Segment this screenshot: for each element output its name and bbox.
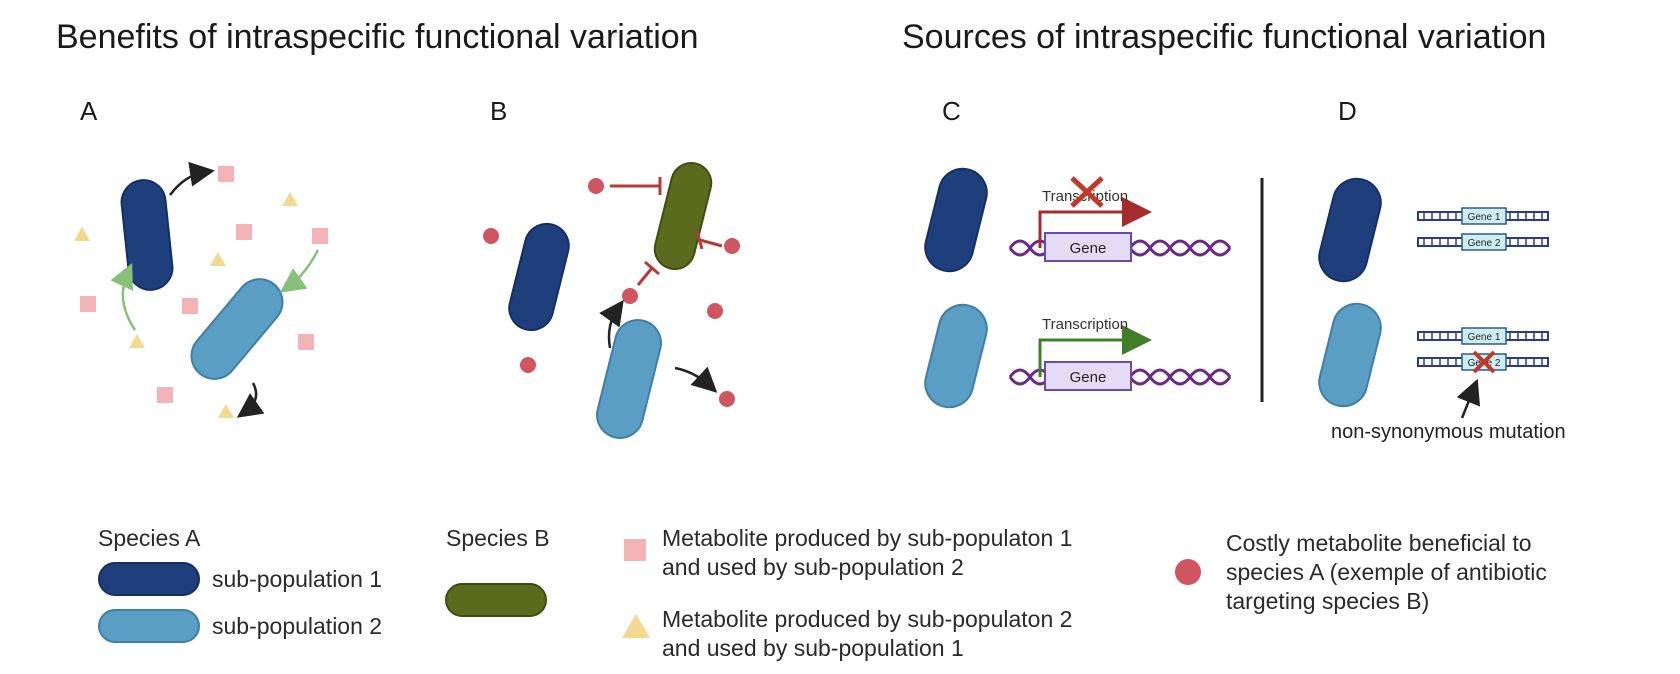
legend-triangle-label: Metabolite produced by sub-populaton 2 a… — [662, 605, 1072, 663]
arrow-icon — [1456, 378, 1481, 419]
legend-sub-pop-1-label: sub-population 1 — [212, 566, 383, 592]
mutation-label: non-synonymous mutation — [1331, 421, 1566, 443]
square-metabolite-icon — [157, 387, 173, 403]
gene-label: Gene — [1070, 369, 1107, 386]
circle-metabolite-icon — [622, 288, 638, 304]
bacterium-sub-pop-1 — [508, 222, 570, 332]
triangle-metabolite-icon — [129, 334, 145, 348]
bacterium-sub-pop-2 — [924, 303, 988, 409]
legend-square-icon — [624, 539, 646, 561]
legend-triangle-line-2: and used by sub-population 1 — [662, 635, 964, 661]
panel-label-d: D — [1338, 96, 1357, 126]
gene2-label: Gene 2 — [1468, 238, 1501, 249]
legend-circle-label: Costly metabolite beneficial to species … — [1226, 529, 1547, 616]
bacterium-sub-pop-1 — [1318, 177, 1382, 283]
legend-species-a-label: Species A — [98, 525, 201, 551]
inhibition-bar — [695, 230, 704, 250]
legend-square-label: Metabolite produced by sub-populaton 1 a… — [662, 524, 1072, 582]
arrow-icon — [599, 299, 624, 349]
legend-swatch-sub-pop-1 — [98, 562, 200, 596]
triangle-metabolite-icon — [74, 227, 90, 241]
arrow-icon — [236, 382, 265, 418]
transcription-label: Transcription — [1042, 316, 1128, 333]
cross-icon — [1070, 176, 1104, 208]
legend-square-line-1: Metabolite produced by sub-populaton 1 — [662, 525, 1073, 551]
legend-swatch-species-b — [445, 583, 547, 617]
legend-sub-pop-2-label: sub-population 2 — [212, 613, 383, 639]
triangle-metabolite-icon — [210, 252, 226, 266]
legend-circle-icon — [1175, 559, 1201, 585]
gene1-label: Gene 1 — [1468, 332, 1501, 343]
legend — [98, 539, 1201, 643]
triangle-metabolite-icon — [282, 192, 298, 206]
panel-label-c: C — [942, 96, 961, 126]
arrow-icon — [169, 161, 215, 196]
inhibition-bar — [644, 260, 660, 276]
circle-metabolite-icon — [520, 357, 536, 373]
square-metabolite-icon — [298, 334, 314, 350]
triangle-metabolite-icon — [218, 404, 234, 418]
square-metabolite-icon — [236, 224, 252, 240]
gene-box — [1461, 233, 1507, 251]
legend-circle-line-1: Costly metabolite beneficial to — [1226, 530, 1532, 556]
panel-d: Gene 1 Gene 2 Gene 1 Gene 2 non-synonymo… — [1318, 177, 1566, 443]
bacterium-species-b — [653, 162, 713, 270]
legend-species-b-label: Species B — [446, 525, 550, 551]
square-metabolite-icon — [218, 166, 234, 182]
transcription-arrow-blocked — [1038, 197, 1152, 248]
gene-pair-bottom: Gene 1 Gene 2 — [1417, 327, 1549, 374]
gene-box — [1461, 207, 1507, 225]
inhibition-line — [699, 238, 723, 248]
gene1-label: Gene 1 — [1468, 212, 1501, 223]
legend-circle-line-2: species A (exemple of antibiotic — [1226, 559, 1547, 585]
bacterium-sub-pop-2 — [596, 319, 662, 439]
legend-triangle-icon — [622, 614, 650, 638]
bacterium-sub-pop-1 — [120, 179, 174, 291]
heading-sources: Sources of intraspecific functional vari… — [902, 18, 1547, 56]
legend-swatch-sub-pop-2 — [98, 609, 200, 643]
bacterium-sub-pop-2 — [1318, 302, 1382, 408]
arrow-icon — [674, 366, 718, 393]
panel-label-b: B — [490, 96, 508, 126]
panel-b — [483, 162, 740, 439]
square-metabolite-icon — [182, 298, 198, 314]
circle-metabolite-icon — [483, 228, 499, 244]
cross-icon — [1472, 350, 1496, 374]
gene-box — [1044, 232, 1132, 262]
panel-label-a: A — [80, 96, 98, 126]
gene-box — [1044, 361, 1132, 391]
transcription-arrow-active — [1038, 325, 1152, 377]
bacterium-sub-pop-1 — [924, 167, 988, 273]
arrow-icon — [110, 262, 137, 331]
square-metabolite-icon — [80, 296, 96, 312]
arrow-icon — [279, 249, 320, 293]
panel-a — [74, 161, 328, 418]
circle-metabolite-icon — [707, 303, 723, 319]
gene-pair-top: Gene 1 Gene 2 — [1417, 207, 1549, 251]
panel-c: Gene Transcription Gene Transcription — [924, 167, 1232, 409]
legend-triangle-line-1: Metabolite produced by sub-populaton 2 — [662, 606, 1073, 632]
gene-box — [1461, 327, 1507, 345]
gene-label: Gene — [1070, 240, 1107, 257]
inhibition-line — [636, 267, 654, 286]
circle-metabolite-icon — [588, 178, 604, 194]
bacterium-sub-pop-2 — [190, 278, 284, 380]
legend-circle-line-3: targeting species B) — [1226, 588, 1430, 614]
circle-metabolite-icon — [719, 391, 735, 407]
heading-benefits: Benefits of intraspecific functional var… — [56, 18, 699, 56]
circle-metabolite-icon — [724, 238, 740, 254]
square-metabolite-icon — [312, 228, 328, 244]
legend-square-line-2: and used by sub-population 2 — [662, 554, 964, 580]
